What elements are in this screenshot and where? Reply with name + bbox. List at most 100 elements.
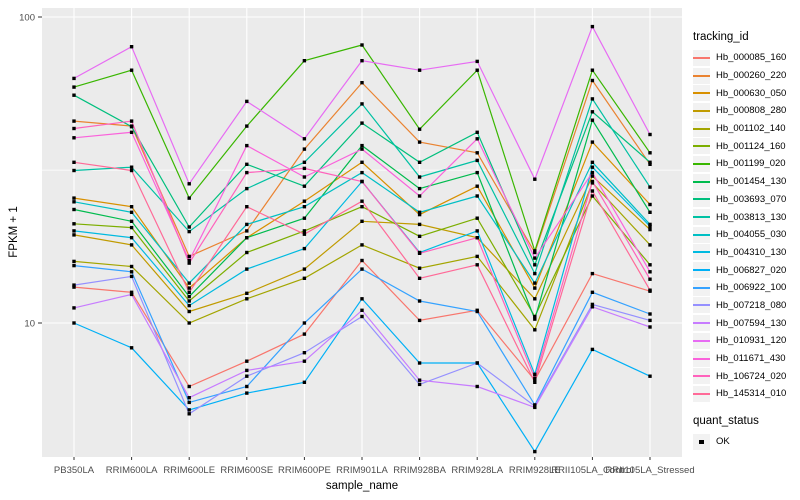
data-point <box>417 186 422 191</box>
data-point <box>245 297 249 301</box>
data-point <box>302 229 307 233</box>
data-point <box>533 405 537 410</box>
data-point <box>72 93 76 97</box>
data-point <box>533 286 537 290</box>
data-point <box>129 346 134 350</box>
legend-item-label: Hb_000630_050 <box>716 87 787 99</box>
data-point <box>245 124 249 128</box>
data-point <box>302 205 307 209</box>
data-point <box>648 202 652 207</box>
legend-item-label: Hb_001454_130 <box>716 176 787 188</box>
x-tick-label: RRIM600SE <box>220 465 273 476</box>
data-point <box>590 160 595 164</box>
data-point <box>475 170 479 175</box>
data-point <box>302 359 307 363</box>
data-point <box>72 222 76 226</box>
data-point <box>590 118 595 122</box>
data-point <box>129 130 134 134</box>
data-point <box>590 78 595 83</box>
data-point <box>590 271 595 276</box>
data-point <box>129 270 134 274</box>
data-point <box>648 263 652 267</box>
data-point <box>187 321 191 325</box>
legend-key-line-icon <box>693 85 710 102</box>
legend-item-label: Hb_145314_010 <box>716 388 787 400</box>
data-point <box>417 175 422 179</box>
data-point <box>475 263 479 267</box>
data-point <box>648 210 652 214</box>
data-point <box>590 140 595 144</box>
data-point <box>72 233 76 237</box>
data-point <box>129 45 134 49</box>
data-point <box>417 361 422 365</box>
data-point <box>187 294 191 299</box>
data-point <box>129 236 134 240</box>
data-point <box>590 24 595 29</box>
legend-item-label: Hb_010931_120 <box>716 335 787 347</box>
data-point <box>302 216 307 220</box>
data-point <box>590 179 595 184</box>
data-point <box>302 184 307 188</box>
data-point <box>648 151 652 155</box>
data-point <box>72 160 76 164</box>
data-point <box>187 412 191 416</box>
data-point <box>245 143 249 148</box>
data-point <box>302 175 307 179</box>
data-point <box>360 258 364 263</box>
data-point <box>129 290 134 294</box>
legend-key-line-icon <box>693 226 710 243</box>
data-point <box>129 125 134 129</box>
data-point <box>360 121 364 125</box>
data-point <box>360 297 364 301</box>
data-point <box>648 227 652 232</box>
x-axis-title: sample_name <box>325 480 399 492</box>
legend-key-line-icon <box>693 350 710 367</box>
legend-item-label: Hb_000260_220 <box>716 70 787 82</box>
data-point <box>187 290 191 294</box>
legend-item: Hb_006827_020 <box>693 261 799 279</box>
data-point <box>360 219 364 223</box>
data-point <box>187 258 191 263</box>
data-point <box>129 119 134 123</box>
data-point <box>533 271 537 276</box>
data-point <box>417 140 422 144</box>
data-point <box>245 359 249 363</box>
legend-key-line-icon <box>693 385 710 402</box>
legend-key-line-icon <box>693 120 710 137</box>
data-point <box>72 168 76 173</box>
data-point <box>475 130 479 134</box>
data-point <box>302 246 307 251</box>
data-point <box>417 382 422 387</box>
legend-item: Hb_000808_280 <box>693 102 799 120</box>
legend-item: Hb_007594_130 <box>693 314 799 332</box>
data-point <box>590 165 595 169</box>
data-point <box>302 199 307 203</box>
data-point <box>475 137 479 141</box>
legend-key-line-icon <box>693 244 710 261</box>
legend-key-line-icon <box>693 49 710 66</box>
data-point <box>302 351 307 355</box>
legend-key-line-icon <box>693 173 710 190</box>
data-point <box>72 285 76 289</box>
legend-key-line-icon <box>693 155 710 172</box>
data-point <box>72 76 76 81</box>
data-point <box>302 147 307 151</box>
data-point <box>187 254 191 259</box>
data-point <box>360 205 364 209</box>
data-point <box>187 408 191 412</box>
data-point <box>648 222 652 227</box>
data-point <box>533 177 537 181</box>
y-axis-title: FPKM + 1 <box>8 206 20 258</box>
data-point <box>72 321 76 325</box>
legend-key-line-icon <box>693 332 710 349</box>
data-point <box>475 194 479 198</box>
data-point <box>187 400 191 405</box>
data-point <box>360 143 364 148</box>
data-point <box>360 267 364 271</box>
legend-item: Hb_006922_100 <box>693 279 799 297</box>
data-point <box>417 234 422 238</box>
legend-item-label: Hb_006922_100 <box>716 282 787 294</box>
data-point <box>417 251 422 255</box>
legend-key-line-icon <box>693 209 710 226</box>
data-point <box>72 207 76 212</box>
